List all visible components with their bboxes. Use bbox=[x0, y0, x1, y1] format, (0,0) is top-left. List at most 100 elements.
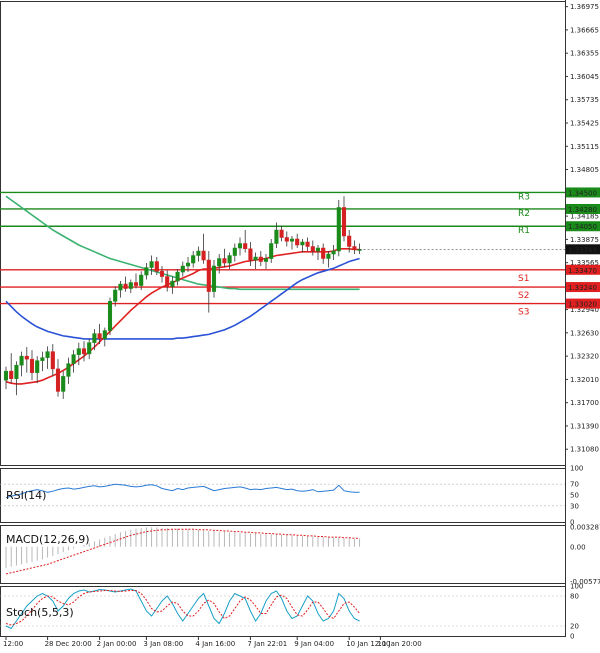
candle-body bbox=[284, 237, 289, 242]
candle-body bbox=[217, 258, 222, 267]
macd-signal-line bbox=[5, 528, 360, 575]
candle-body bbox=[170, 280, 175, 287]
stoch-title: Stoch(5,5,3) bbox=[6, 606, 74, 619]
level-price-label: 1.33020 bbox=[568, 301, 597, 309]
pane-frame-macd bbox=[0, 525, 566, 584]
level-price-box bbox=[566, 187, 600, 198]
pane-frame-rsi bbox=[0, 468, 566, 523]
y-tick-label: 1.32630 bbox=[570, 329, 599, 337]
candle-body bbox=[35, 360, 40, 373]
candle-body bbox=[263, 258, 269, 262]
candle-body bbox=[76, 348, 81, 355]
candle-body bbox=[341, 207, 347, 237]
y-tick-label: 1.31080 bbox=[570, 446, 599, 454]
current-price-box bbox=[566, 244, 600, 255]
level-price-box bbox=[566, 203, 600, 214]
y-tick-label: 1.32010 bbox=[570, 376, 599, 384]
candle-body bbox=[175, 271, 180, 282]
candle-body bbox=[180, 265, 185, 273]
candle-body bbox=[315, 247, 321, 252]
candle-body bbox=[222, 258, 227, 264]
ma-red-line bbox=[5, 248, 360, 385]
candle-body bbox=[321, 247, 326, 259]
candle-body bbox=[81, 348, 87, 355]
y-tick-label: 1.33875 bbox=[570, 236, 599, 244]
rsi-line bbox=[5, 483, 360, 499]
candle-body bbox=[92, 333, 97, 343]
stoch-y-tick-label: 100 bbox=[570, 583, 583, 591]
rsi-y-tick-label: 30 bbox=[570, 502, 579, 510]
rsi-y-tick-label: 100 bbox=[570, 465, 583, 473]
stoch-y-tick-label: 80 bbox=[570, 593, 579, 601]
candle-body bbox=[3, 370, 9, 381]
candle-body bbox=[269, 243, 274, 259]
candle-body bbox=[45, 351, 50, 358]
candle-body bbox=[19, 355, 24, 366]
y-tick-label: 1.31700 bbox=[570, 399, 599, 407]
candle-body bbox=[40, 357, 45, 361]
candle-body bbox=[206, 259, 211, 292]
candle-body bbox=[123, 283, 128, 289]
ma-green-line bbox=[5, 195, 360, 291]
candle-body bbox=[237, 243, 243, 249]
y-tick-label: 1.35115 bbox=[570, 143, 599, 151]
level-name-r3: R3 bbox=[518, 192, 530, 202]
level-name-s3: S3 bbox=[518, 308, 529, 318]
candle-body bbox=[253, 256, 258, 261]
candle-body bbox=[71, 354, 76, 364]
level-price-box bbox=[566, 264, 600, 275]
x-tick-label: 3 Jan 08:00 bbox=[143, 640, 183, 648]
candle-body bbox=[66, 363, 71, 377]
candle-body bbox=[159, 271, 165, 277]
x-tick-label: 2 Jan 00:00 bbox=[97, 640, 137, 648]
candle-body bbox=[144, 267, 149, 276]
candle-body bbox=[243, 243, 248, 250]
candle-body bbox=[248, 248, 253, 261]
candle-body bbox=[113, 289, 118, 302]
macd-y-tick-label: 0.00 bbox=[570, 543, 586, 551]
candle-body bbox=[331, 250, 336, 255]
level-price-label: 1.33240 bbox=[568, 284, 597, 292]
y-tick-label: 1.35735 bbox=[570, 96, 599, 104]
x-tick-label: 11 Jan 20:00 bbox=[377, 640, 421, 648]
y-tick-label: 1.36045 bbox=[570, 73, 599, 81]
candle-body bbox=[14, 364, 19, 379]
candle-body bbox=[149, 261, 154, 268]
level-name-r1: R1 bbox=[518, 226, 530, 236]
y-tick-label: 1.34805 bbox=[570, 166, 599, 174]
level-price-box bbox=[566, 282, 600, 293]
candle-body bbox=[118, 283, 123, 291]
candle-body bbox=[310, 246, 315, 252]
candle-body bbox=[232, 247, 237, 256]
candle-body bbox=[9, 370, 14, 379]
y-tick-label: 1.32940 bbox=[570, 306, 599, 314]
candle-body bbox=[300, 241, 305, 246]
candle-body bbox=[336, 207, 341, 252]
rsi-y-tick-label: 0 bbox=[570, 519, 574, 527]
level-price-label: 1.34280 bbox=[568, 206, 597, 214]
candle-body bbox=[201, 250, 206, 261]
macd-y-tick-label: -0.005772 bbox=[570, 578, 600, 586]
y-tick-label: 1.32320 bbox=[570, 353, 599, 361]
candle-body bbox=[107, 301, 113, 331]
candle-body bbox=[326, 253, 331, 259]
candle-body bbox=[211, 265, 217, 292]
candle-body bbox=[50, 351, 55, 370]
x-tick-label: 12:00 bbox=[3, 640, 23, 648]
candle-body bbox=[274, 229, 279, 244]
candle-body bbox=[139, 274, 144, 286]
candle-body bbox=[347, 235, 352, 247]
macd-y-tick-label: 0.003287 bbox=[570, 523, 600, 531]
pane-frame-stoch bbox=[0, 586, 566, 637]
x-tick-label: 10 Jan 12:00 bbox=[346, 640, 390, 648]
level-price-box bbox=[566, 221, 600, 232]
candle-body bbox=[97, 333, 102, 340]
candle-body bbox=[191, 255, 196, 264]
candle-body bbox=[128, 282, 133, 289]
y-tick-label: 1.34185 bbox=[570, 213, 599, 221]
y-tick-label: 1.31390 bbox=[570, 422, 599, 430]
candle-body bbox=[185, 262, 191, 267]
y-tick-label: 1.36355 bbox=[570, 50, 599, 58]
current-price-label: 1.33743 bbox=[568, 246, 597, 254]
level-price-label: 1.34500 bbox=[568, 189, 597, 197]
